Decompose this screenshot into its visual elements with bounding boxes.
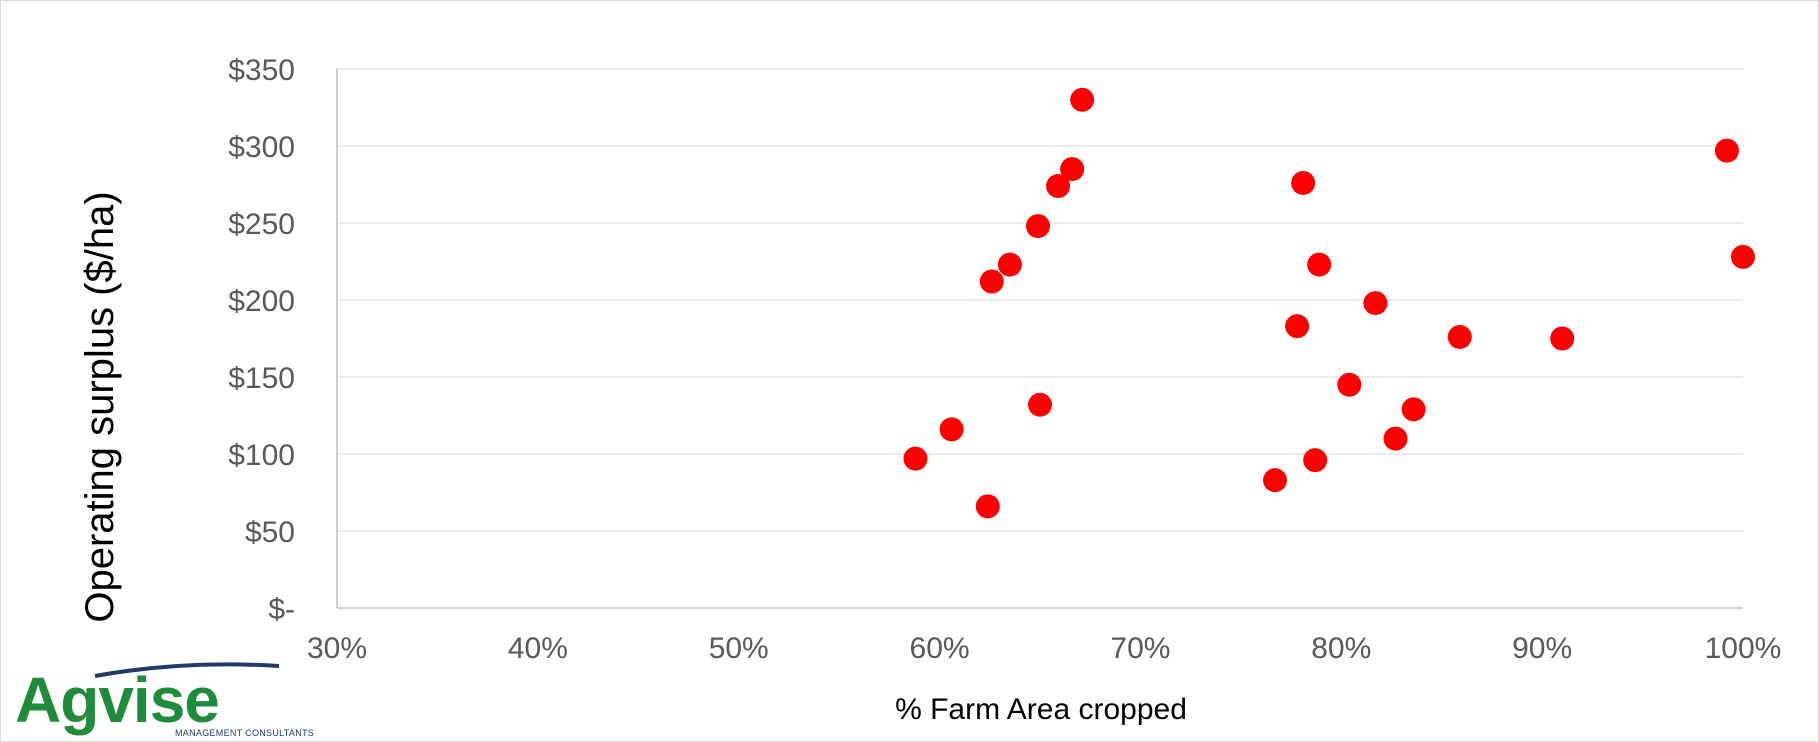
data-point bbox=[1383, 426, 1408, 451]
x-tick-label: 30% bbox=[307, 632, 367, 665]
data-point bbox=[1447, 324, 1472, 349]
data-point bbox=[1025, 214, 1050, 239]
data-point bbox=[1337, 372, 1362, 397]
x-axis-ticks: 30% 40% 50% 60% 70% 80% 90% 100% bbox=[307, 632, 1781, 665]
x-tick-label: 80% bbox=[1311, 632, 1371, 665]
data-point bbox=[903, 446, 928, 471]
data-point bbox=[1307, 252, 1332, 277]
x-tick-label: 90% bbox=[1512, 632, 1572, 665]
x-tick-label: 40% bbox=[508, 632, 568, 665]
y-tick-label: $100 bbox=[228, 439, 295, 472]
gridlines bbox=[336, 68, 1743, 609]
data-point bbox=[1303, 448, 1328, 473]
y-tick-label: $300 bbox=[228, 131, 295, 164]
data-point bbox=[975, 494, 1000, 519]
y-tick-label: $200 bbox=[228, 285, 295, 318]
data-point bbox=[1060, 157, 1085, 182]
data-point bbox=[1028, 392, 1052, 417]
x-axis-title: % Farm Area cropped bbox=[895, 693, 1187, 726]
logo-wordmark: Agvise bbox=[15, 664, 220, 736]
y-tick-label: $350 bbox=[228, 54, 295, 87]
data-point bbox=[979, 269, 1004, 294]
x-tick-label: 50% bbox=[709, 632, 769, 665]
y-tick-label: $250 bbox=[228, 208, 295, 241]
data-point bbox=[1731, 244, 1755, 269]
data-point bbox=[1714, 138, 1739, 163]
logo-tagline: MANAGEMENT CONSULTANTS bbox=[175, 728, 315, 738]
data-points bbox=[903, 87, 1755, 519]
data-point bbox=[1070, 87, 1095, 112]
y-tick-label: $- bbox=[268, 593, 295, 626]
agvise-logo: Agvise MANAGEMENT CONSULTANTS bbox=[15, 662, 355, 741]
data-point bbox=[939, 417, 964, 442]
data-point bbox=[1363, 291, 1388, 316]
y-axis-ticks: $- $50 $100 $150 $200 $250 $300 $350 bbox=[228, 54, 295, 626]
y-tick-label: $150 bbox=[228, 362, 295, 395]
data-point bbox=[1291, 170, 1316, 195]
logo-swoosh-icon bbox=[94, 662, 280, 678]
data-point bbox=[1550, 326, 1575, 351]
y-tick-label: $50 bbox=[245, 516, 295, 549]
y-axis-title: Operating surplus ($/ha) bbox=[78, 191, 122, 622]
x-tick-label: 60% bbox=[910, 632, 970, 665]
x-tick-label: 100% bbox=[1705, 632, 1782, 665]
data-point bbox=[1263, 468, 1288, 493]
data-point bbox=[1401, 397, 1426, 422]
x-tick-label: 70% bbox=[1110, 632, 1170, 665]
data-point bbox=[1285, 314, 1310, 339]
data-point bbox=[997, 252, 1022, 277]
data-point bbox=[1046, 174, 1071, 199]
